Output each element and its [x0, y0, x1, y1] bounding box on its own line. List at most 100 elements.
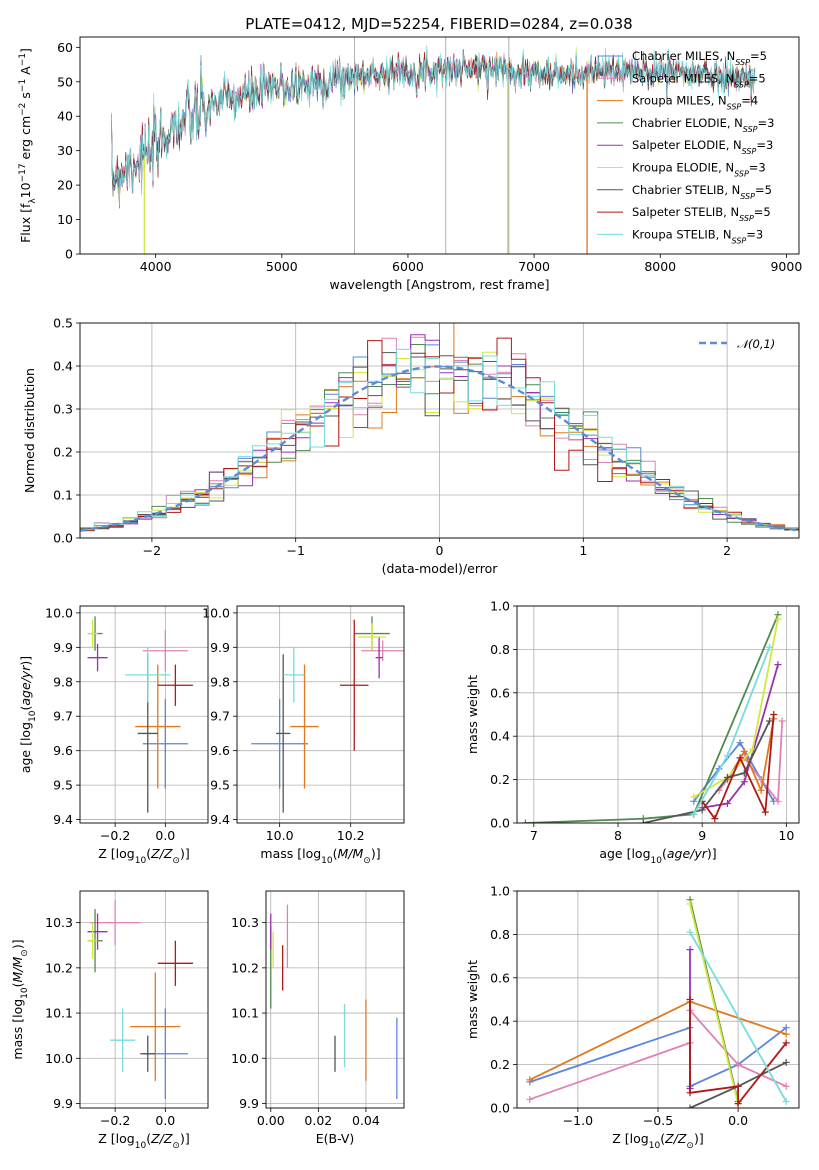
series-line — [726, 718, 775, 794]
data-point — [757, 786, 765, 794]
y-tick-label: 0 — [65, 247, 73, 262]
legend-label-chabrier_elodie: Chabrier ELODIE, NSSP=3 — [632, 116, 774, 133]
x-axis-label: (data-model)/error — [382, 561, 499, 576]
y-tick-label: 9.8 — [53, 674, 73, 689]
series-chabrier_miles — [690, 739, 778, 805]
errorbar-kroupa_miles — [290, 664, 319, 789]
y-axis-label-part: 10 — [20, 987, 30, 999]
data-point — [723, 799, 731, 807]
axes-frame — [236, 605, 405, 824]
age_vs_metallicity-panel: −0.2 0.09.49.59.69.79.89.910.0Z [log10(Z/… — [18, 605, 209, 866]
legend-text: =3 — [758, 116, 775, 130]
y-axis-label: mass weight — [465, 960, 480, 1039]
data-point — [526, 1095, 534, 1103]
data-point — [761, 808, 769, 816]
y-axis-label-part: −17 — [18, 163, 28, 182]
mass_weight_vs_metallicity-panel: −1.0 −0.5 0.0 0.0 0.2 0.4 0.6 0.8 1.0 Z [log10(Z/… — [465, 884, 800, 1151]
y-tick-label: 10 — [57, 212, 73, 227]
y-tick-label: 9.9 — [53, 1096, 73, 1111]
y-axis-label: Flux [fλ10−17 erg cm−2 s−1 A−1] — [18, 48, 38, 243]
data-point — [740, 778, 748, 786]
y-tick-label: 0.0 — [490, 816, 510, 831]
errorbar-salpeter_elodie — [87, 643, 108, 672]
axes-frame — [516, 890, 800, 1109]
data-point — [723, 752, 731, 760]
x-axis-label-part: ⊙ — [172, 1141, 180, 1151]
x-axis-label-part: )] — [694, 1131, 704, 1146]
axes-frame — [79, 322, 800, 539]
x-axis-label-part: E(B-V) — [316, 1131, 355, 1146]
data-point — [686, 928, 694, 936]
x-axis-label-part: )] — [180, 846, 190, 861]
data-point — [690, 810, 698, 818]
y-tick-label: 9.9 — [239, 1096, 259, 1111]
y-tick-label: 0.2 — [490, 1057, 510, 1072]
x-axis-label: Z [log10(Z/Z⊙)] — [98, 1131, 189, 1151]
data-point — [740, 747, 748, 755]
x-tick-label: 9 — [698, 828, 706, 843]
y-axis-label-part: s — [18, 92, 33, 103]
legend-subscript: SSP — [727, 102, 742, 111]
data-point — [686, 1089, 694, 1097]
y-tick-label: 9.8 — [210, 674, 230, 689]
data-point — [686, 996, 694, 1003]
y-tick-label: 10.0 — [202, 605, 230, 620]
legend-label-kroupa_stelib: Kroupa STELIB, NSSP=3 — [632, 227, 763, 245]
y-tick-label: 9.4 — [210, 812, 230, 827]
grid — [80, 606, 208, 823]
y-tick-label: 10.3 — [45, 915, 73, 930]
mass_vs_extinction-panel: 0.00 0.02 0.04 9.9 10.0 10.1 10.2 10.3 E(B-V) — [231, 890, 405, 1146]
x-axis-label: Z [log10(Z/Z⊙)] — [98, 846, 189, 866]
y-tick-label: 9.9 — [210, 640, 230, 655]
series-salpeter_stelib — [686, 996, 790, 1108]
legend-text: =5 — [755, 183, 772, 197]
data-point — [521, 819, 529, 823]
y-tick-label: 0.2 — [490, 772, 510, 787]
series-kroupa_elodie — [690, 615, 782, 801]
x-tick-label: 2 — [723, 543, 731, 558]
y-axis-label-part: A — [18, 66, 33, 79]
x-axis-label-part: ⊙ — [363, 856, 371, 866]
y-tick-label: 1.0 — [490, 884, 510, 899]
data-point — [686, 946, 694, 954]
figure-title: PLATE=0412, MJD=52254, FIBERID=0284, z=0… — [245, 15, 632, 33]
legend-text: =3 — [756, 138, 773, 152]
legend-subscript: SSP — [739, 214, 754, 223]
data-point — [686, 900, 694, 908]
y-tick-label: 10.0 — [45, 1051, 73, 1066]
data-point — [782, 1097, 790, 1105]
axes-frame — [516, 605, 800, 824]
data-point — [736, 754, 744, 762]
data-point — [736, 739, 744, 747]
legend-label-chabrier_stelib: Chabrier STELIB, NSSP=5 — [632, 183, 772, 201]
errorbar-kroupa_elodie — [357, 623, 387, 651]
plot-area — [111, 37, 756, 254]
x-tick-label: 10.2 — [337, 828, 365, 843]
x-tick-label: −0.5 — [643, 1113, 673, 1128]
legend-label-chabrier_miles: Chabrier MILES, NSSP=5 — [632, 49, 767, 67]
data-point — [639, 819, 647, 823]
y-tick-label: 10.3 — [231, 915, 259, 930]
spectrum-line-kroupa_stelib — [111, 44, 756, 206]
legend-subscript: SSP — [743, 124, 758, 133]
y-tick-label: 50 — [57, 74, 73, 89]
y-tick-label: 9.6 — [210, 743, 230, 758]
y-axis-label-part: −1 — [18, 79, 28, 92]
data-point — [698, 806, 706, 814]
series-line — [689, 903, 739, 1104]
plot-area — [521, 611, 786, 823]
grid — [80, 891, 208, 1108]
y-axis-label-part: ( — [10, 982, 25, 987]
x-axis-label-part: Z [log — [98, 846, 134, 861]
x-tick-label: 9000 — [770, 259, 802, 274]
x-axis-label-part: age [log — [599, 846, 650, 861]
residual_histogram-panel: −2 −1 0 1 2 0.0 0.1 0.2 0.3 0.4 0.5 𝒩(0,1) (data-mod… — [22, 316, 800, 576]
legend-text: Salpeter MILES, N — [632, 71, 734, 85]
x-axis-label-part: Z/Z — [150, 846, 173, 861]
legend-text: =4 — [741, 94, 758, 108]
legend-text: =5 — [749, 71, 766, 85]
x-axis-label-part: ( — [146, 1131, 151, 1146]
x-axis-label-part: )] — [371, 846, 381, 861]
plot-area — [526, 896, 790, 1108]
